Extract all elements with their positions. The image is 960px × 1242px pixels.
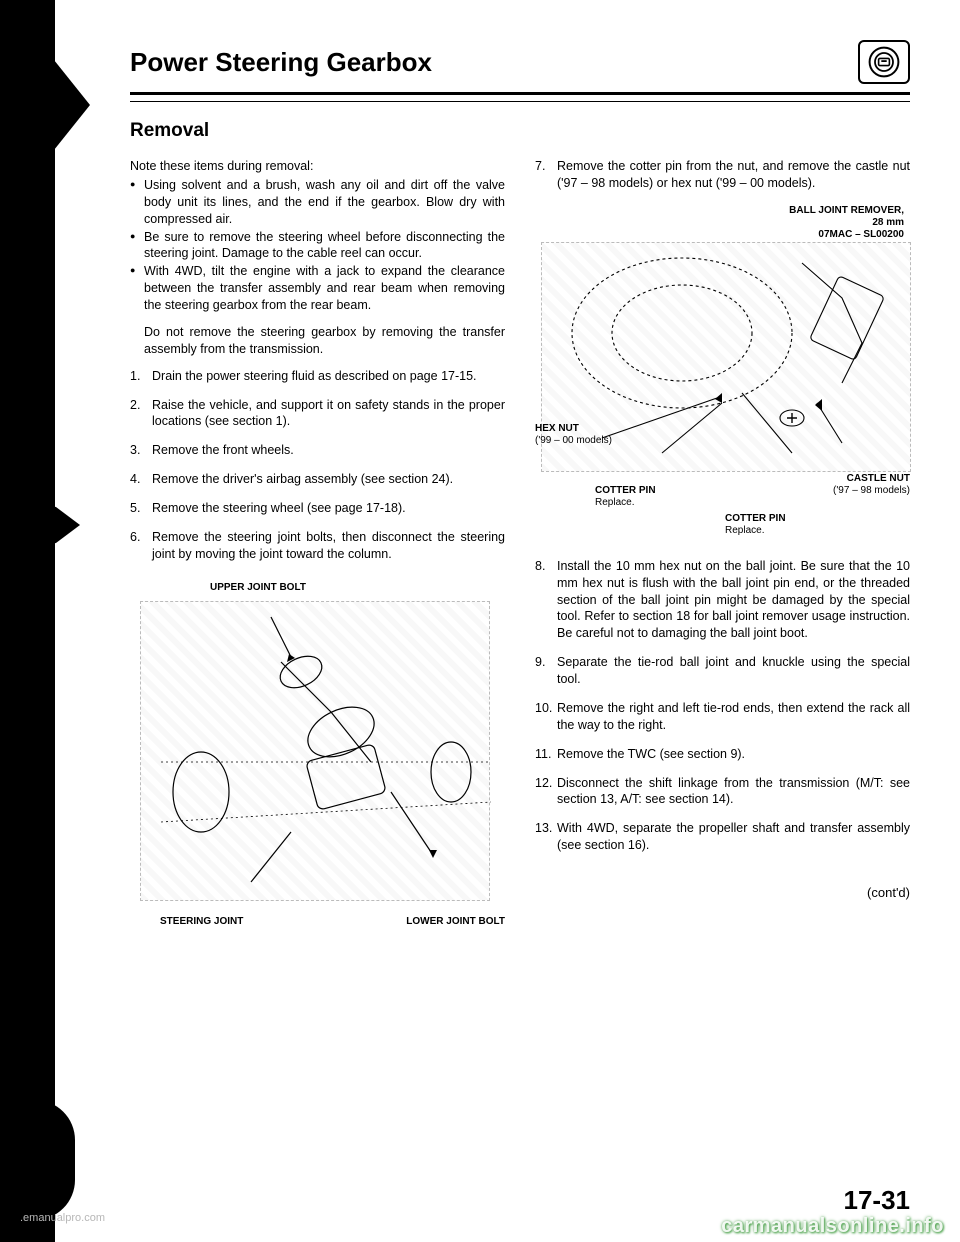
label-lower-joint-bolt: LOWER JOINT BOLT <box>406 915 505 929</box>
bullet-item: Using solvent and a brush, wash any oil … <box>130 177 505 228</box>
figure-ball-joint: BALL JOINT REMOVER, 28 mm 07MAC – SL0020… <box>535 204 910 544</box>
step-item: 7.Remove the cotter pin from the nut, an… <box>535 158 910 192</box>
left-column: Note these items during removal: Using s… <box>130 158 505 941</box>
step-item: 1.Drain the power steering fluid as desc… <box>130 368 505 385</box>
page-number: 17-31 <box>844 1185 911 1216</box>
label-hex-nut-models: ('99 – 00 models) <box>535 434 612 448</box>
step-item: 3.Remove the front wheels. <box>130 442 505 459</box>
step-item: 4.Remove the driver's airbag assembly (s… <box>130 471 505 488</box>
watermark-left: .emanualpro.com <box>20 1212 105 1224</box>
sub-note: Do not remove the steering gearbox by re… <box>130 324 505 358</box>
page-title: Power Steering Gearbox <box>130 47 432 78</box>
bullet-item: Be sure to remove the steering wheel bef… <box>130 229 505 263</box>
header-rule <box>130 101 910 102</box>
step-item: 6.Remove the steering joint bolts, then … <box>130 529 505 563</box>
label-replace-2: Replace. <box>725 524 764 538</box>
step-item: 10.Remove the right and left tie-rod end… <box>535 700 910 734</box>
figure-steering-joint: UPPER JOINT BOLT <box>130 581 505 941</box>
step-item: 8.Install the 10 mm hex nut on the ball … <box>535 558 910 642</box>
two-column-layout: Note these items during removal: Using s… <box>130 158 910 941</box>
right-steps-a: 7.Remove the cotter pin from the nut, an… <box>535 158 910 192</box>
right-column: 7.Remove the cotter pin from the nut, an… <box>535 158 910 941</box>
step-item: 12.Disconnect the shift linkage from the… <box>535 775 910 809</box>
page-content: Power Steering Gearbox Removal Note thes… <box>60 0 940 1242</box>
note-bullets: Using solvent and a brush, wash any oil … <box>130 177 505 314</box>
left-steps: 1.Drain the power steering fluid as desc… <box>130 368 505 563</box>
step-item: 5.Remove the steering wheel (see page 17… <box>130 500 505 517</box>
label-remover-partno: 07MAC – SL00200 <box>818 228 904 242</box>
step-item: 11.Remove the TWC (see section 9). <box>535 746 910 763</box>
right-steps-b: 8.Install the 10 mm hex nut on the ball … <box>535 558 910 854</box>
diagram-steering-joint <box>140 601 490 901</box>
watermark-right: carmanualsonline.info <box>721 1215 944 1238</box>
label-castle-nut-models: ('97 – 98 models) <box>833 484 910 498</box>
section-heading: Removal <box>130 120 910 142</box>
note-intro: Note these items during removal: <box>130 158 505 175</box>
manual-icon <box>858 40 910 84</box>
step-item: 13.With 4WD, separate the propeller shaf… <box>535 820 910 854</box>
continued-label: (cont'd) <box>535 884 910 902</box>
step-item: 9.Separate the tie-rod ball joint and kn… <box>535 654 910 688</box>
label-steering-joint: STEERING JOINT <box>160 915 243 929</box>
page-header: Power Steering Gearbox <box>130 40 910 95</box>
label-upper-joint-bolt: UPPER JOINT BOLT <box>210 581 306 595</box>
bullet-item: With 4WD, tilt the engine with a jack to… <box>130 263 505 314</box>
label-replace-1: Replace. <box>595 496 634 510</box>
binder-strip <box>0 0 55 1242</box>
step-item: 2.Raise the vehicle, and support it on s… <box>130 397 505 431</box>
